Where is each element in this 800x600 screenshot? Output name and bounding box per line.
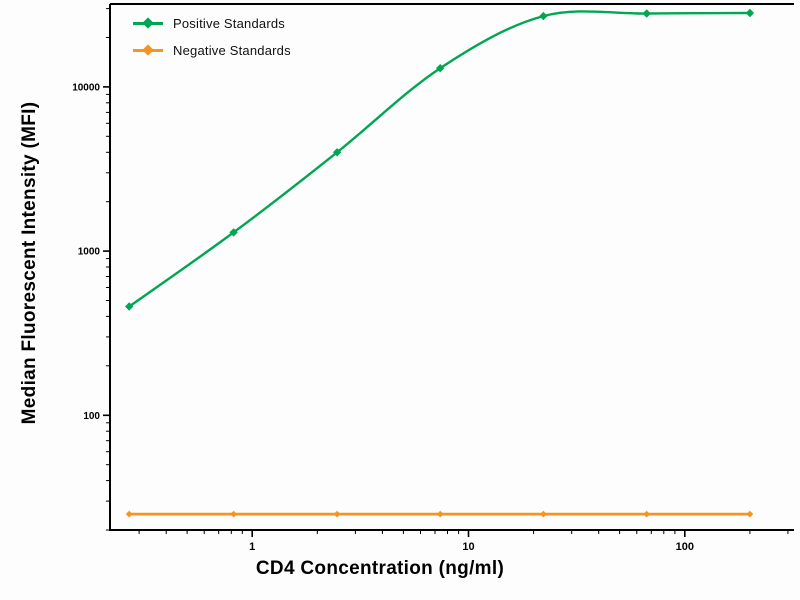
data-point-marker (539, 11, 548, 21)
y-tick-label: 1000 (78, 247, 101, 258)
legend-item-positive-standards: Positive Standards (133, 16, 291, 31)
data-point-marker (125, 302, 134, 311)
y-axis-title: Median Fluorescent Intensity (MFI) (19, 101, 40, 425)
diamond-marker-icon (142, 44, 154, 56)
data-point-marker (229, 228, 238, 237)
data-point-marker (333, 510, 341, 518)
data-point-marker (746, 510, 754, 518)
axis-frame (109, 3, 794, 531)
data-point-marker (643, 510, 651, 518)
y-tick-label: 100 (83, 411, 100, 422)
legend: Positive Standards Negative Standards (133, 16, 291, 58)
x-tick-label: 10 (462, 541, 474, 553)
x-tick-label: 100 (676, 541, 694, 553)
legend-swatch-negative (133, 44, 163, 56)
legend-label-negative: Negative Standards (173, 43, 291, 58)
data-point-marker (230, 510, 237, 518)
legend-swatch-positive (133, 17, 163, 29)
legend-item-negative-standards: Negative Standards (133, 43, 291, 58)
data-point-marker (436, 64, 445, 73)
data-point-marker (540, 510, 547, 518)
y-tick-label: 10000 (72, 82, 100, 93)
legend-label-positive: Positive Standards (173, 16, 285, 31)
data-point-marker (642, 9, 651, 18)
x-axis-title: CD4 Concentration (ng/ml) (255, 558, 505, 579)
x-tick-label: 1 (249, 541, 255, 553)
data-point-marker (745, 8, 755, 18)
data-point-marker (332, 148, 342, 157)
diamond-marker-icon (142, 17, 154, 29)
data-point-marker (436, 510, 444, 518)
data-point-marker (125, 510, 133, 518)
